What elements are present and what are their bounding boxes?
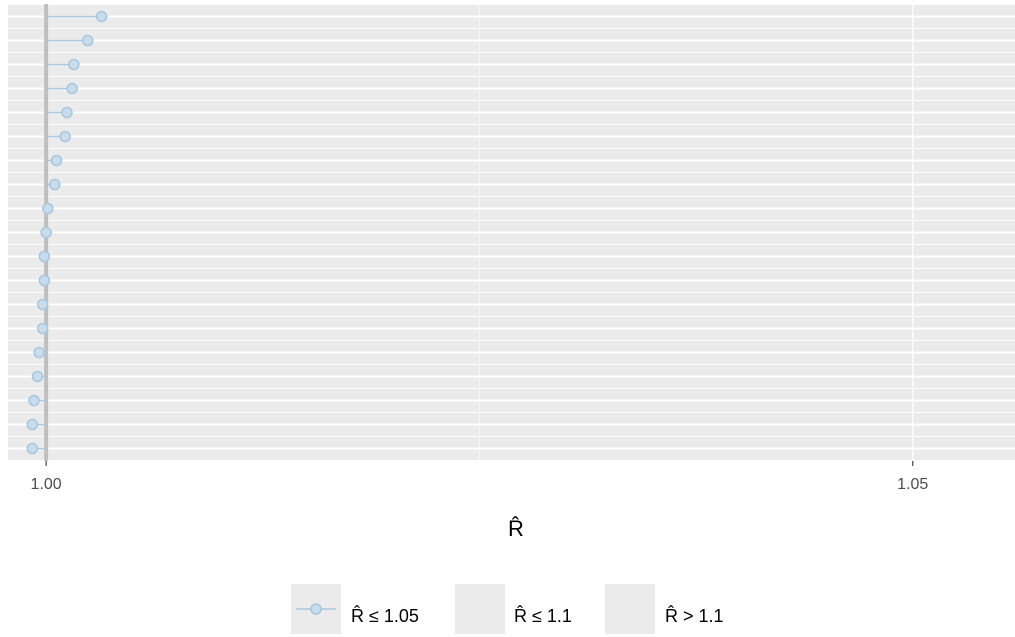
x-tick-label: 1.00 [31,476,62,493]
rhat-point [31,370,44,383]
rhat-point [36,322,49,335]
legend-label-gt11: R̂ > 1.1 [665,605,724,626]
rhat-point [36,298,49,311]
x-tick-label: 1.05 [897,476,928,493]
rhat-point [50,154,63,167]
x-axis-title: R̂ [508,516,524,541]
rhat-point [38,250,51,263]
rhat-point [33,346,45,359]
rhat-point [66,82,78,95]
legend-label-le105: R̂ ≤ 1.05 [351,605,419,626]
legend-key-le11 [455,584,505,634]
legend-key-point [310,603,322,615]
legend-key-gt11 [605,584,655,634]
rhat-point [42,202,54,215]
rhat-point [26,442,39,455]
data-marks [26,10,108,455]
rhat-point [38,274,51,287]
legend-label-le11: R̂ ≤ 1.1 [514,605,572,626]
rhat-point [68,58,80,71]
x-axis: 1.00 1.05 [31,461,928,493]
legend: R̂ ≤ 1.05 R̂ ≤ 1.1 R̂ > 1.1 [291,584,724,634]
rhat-point [48,178,61,191]
rhat-point [26,418,39,431]
plot-panel [8,4,1015,461]
rhat-point [28,394,40,407]
rhat-point [40,226,52,239]
rhat-point [59,130,71,143]
rhat-point [61,106,73,119]
rhat-point [81,34,94,47]
rhat-point [95,10,108,23]
